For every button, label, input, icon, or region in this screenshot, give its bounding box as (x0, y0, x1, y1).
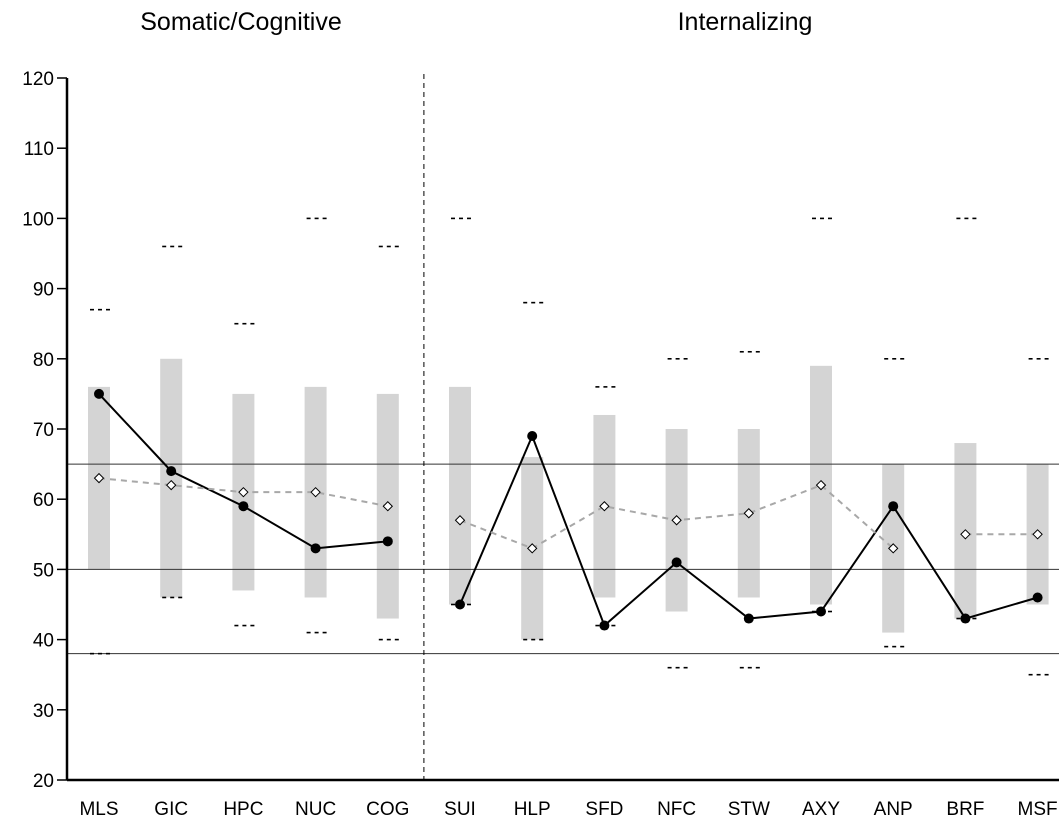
y-tick-label-70: 70 (33, 420, 54, 441)
series-1-point-sfd (599, 501, 610, 512)
y-tick-label-20: 20 (33, 771, 54, 792)
y-tick-label-80: 80 (33, 350, 54, 371)
y-tick-label-40: 40 (33, 631, 54, 652)
x-tick-label-nuc: NUC (295, 799, 336, 820)
series-1-point-hlp (526, 543, 538, 554)
x-tick-label-gic: GIC (154, 799, 188, 820)
y-tick-label-50: 50 (33, 560, 54, 581)
x-tick-label-mls: MLS (79, 799, 118, 820)
series-0-point-brf (960, 613, 971, 624)
x-tick-label-axy: AXY (802, 799, 840, 820)
series-0-point-mls (94, 388, 104, 399)
section-title-somatic: Somatic/Cognitive (140, 8, 341, 36)
y-tick-label-60: 60 (33, 490, 54, 511)
series-0-point-gic (166, 466, 177, 477)
series-lines (93, 388, 1043, 631)
reference-lines (67, 74, 1059, 780)
series-1-point-gic (165, 479, 177, 491)
series-1-point-nuc (310, 486, 321, 498)
series-0-point-hpc (238, 501, 249, 512)
range-band-gic (160, 358, 183, 598)
axes: 20 30 40 50 60 70 80 90 100 110 120 MLS GIC HPC NUC COG… (22, 69, 1059, 820)
series-0-point-anp (888, 501, 899, 512)
series-1-point-hpc (238, 486, 249, 498)
x-tick-label-anp: ANP (874, 799, 913, 820)
x-tick-label-sui: SUI (444, 799, 476, 820)
y-tick-label-90: 90 (33, 280, 54, 301)
range-band-sui (449, 386, 471, 605)
y-tick-label-110: 110 (24, 139, 54, 160)
series-0-point-axy (816, 606, 826, 617)
y-tick-label-120: 120 (22, 69, 54, 90)
series-1-point-anp (887, 543, 899, 554)
series-0-point-msf (1032, 592, 1043, 603)
x-tick-label-sfd: SFD (585, 799, 623, 820)
series-0-point-nuc (310, 543, 321, 554)
series-1-point-nfc (671, 515, 682, 526)
section-title-internalizing: Internalizing (678, 8, 813, 36)
series-0-point-nfc (671, 557, 682, 568)
series-0-point-hlp (527, 431, 538, 442)
section-titles: Somatic/Cognitive Internalizing (140, 8, 812, 36)
x-tick-label-hpc: HPC (223, 799, 263, 820)
series-0-point-sui (455, 599, 465, 610)
series-0-point-stw (743, 613, 754, 624)
x-tick-label-msf: MSF (1018, 799, 1058, 820)
range-bands (88, 358, 1049, 640)
series-0-point-cog (382, 536, 393, 547)
x-tick-label-hlp: HLP (514, 799, 551, 820)
series-1-point-msf (1032, 529, 1043, 540)
x-tick-label-brf: BRF (946, 799, 984, 820)
series-1-point-mls (93, 472, 105, 484)
series-1-point-brf (960, 529, 971, 540)
series-1-point-cog (382, 501, 394, 512)
x-tick-label-nfc: NFC (657, 799, 696, 820)
series-1-point-sui (454, 515, 466, 526)
series-0-point-sfd (599, 620, 610, 631)
series-1-point-axy (815, 479, 827, 491)
y-tick-label-30: 30 (33, 701, 54, 722)
x-tick-label-cog: COG (366, 799, 409, 820)
series-1-point-stw (743, 508, 755, 519)
y-tick-label-100: 100 (22, 209, 54, 230)
x-tick-label-stw: STW (728, 799, 770, 820)
